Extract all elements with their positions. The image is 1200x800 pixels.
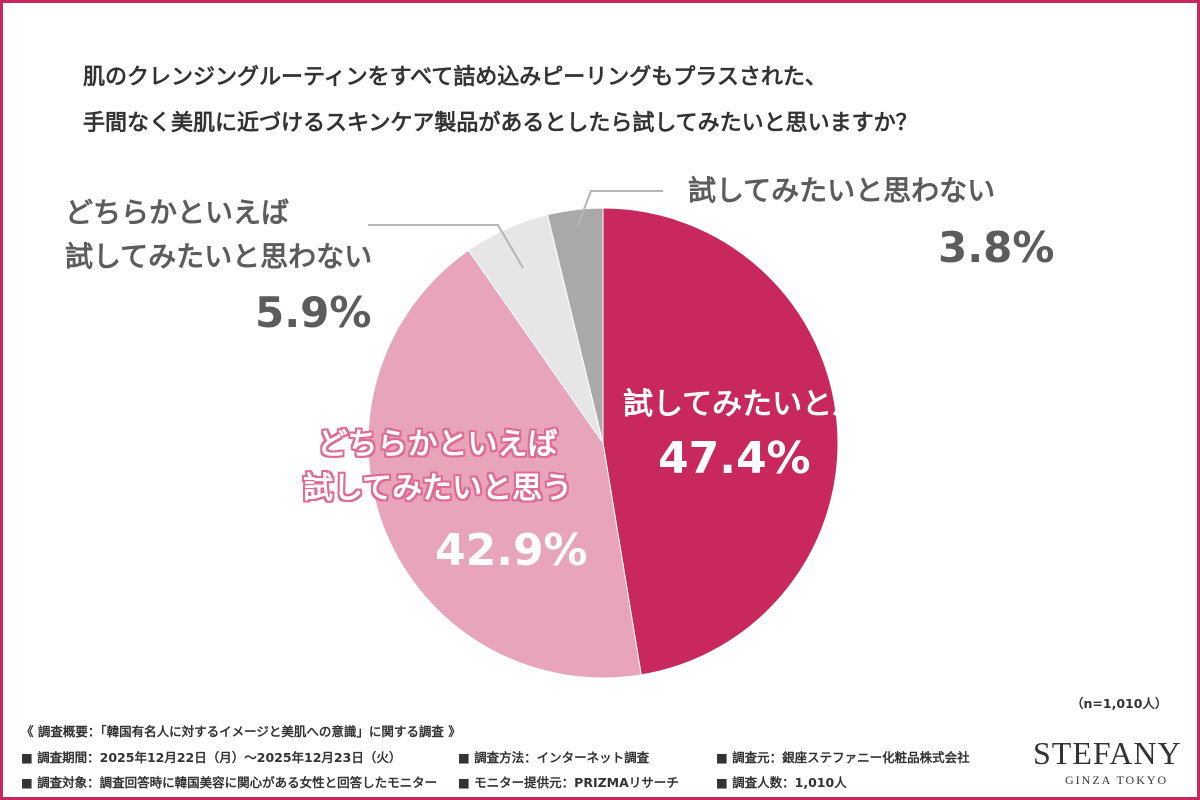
survey-item: ■ モニター提供元：PRIZMAリサーチ (458, 775, 679, 790)
chart-title: 肌のクレンジングルーティンをすべて詰め込みピーリングもプラスされた、 手間なく美… (83, 65, 918, 136)
leader-line (577, 190, 663, 226)
survey-item: ■ 調査人数：1,010人 (716, 775, 847, 790)
value-label: 3.8% (938, 223, 1055, 272)
chart (367, 190, 839, 679)
slice-label: どちらかといえば 試してみたいと思わない (65, 196, 373, 273)
sample-size: （n=1,010人） (1071, 696, 1168, 711)
slice-label: どちらかといえば 試してみたいと思う (303, 427, 573, 506)
pie-slice (546, 207, 604, 444)
slice-label: 試してみたいと思わない (688, 174, 996, 207)
survey-item: ■ 調査期間：2025年12月22日（月）〜2025年12月23日（火） (21, 750, 402, 765)
leader-lines (368, 190, 663, 269)
value-label: 5.9% (255, 288, 372, 337)
survey-item: ■ 調査方法：インターネット調査 (458, 750, 650, 765)
logo: STEFANY (1033, 735, 1182, 771)
value-label: 42.9% (435, 525, 588, 576)
pie-slice (367, 249, 642, 679)
survey-item: ■ 調査対象：調査回答時に韓国美容に関心がある女性と回答したモニター (21, 775, 438, 790)
pie-slice (602, 207, 839, 676)
logo-sub: GINZA TOKYO (1065, 773, 1169, 787)
slice-label: 試してみたいと思う (623, 387, 893, 422)
survey-item: ■ 調査元：銀座ステファニー化粧品株式会社 (716, 750, 970, 765)
leader-line (368, 224, 524, 269)
value-label: 47.4% (658, 433, 811, 484)
survey-heading: 《 調査概要：「韓国有名人に対するイメージと美肌への意識」に関する調査 》 (21, 724, 461, 739)
